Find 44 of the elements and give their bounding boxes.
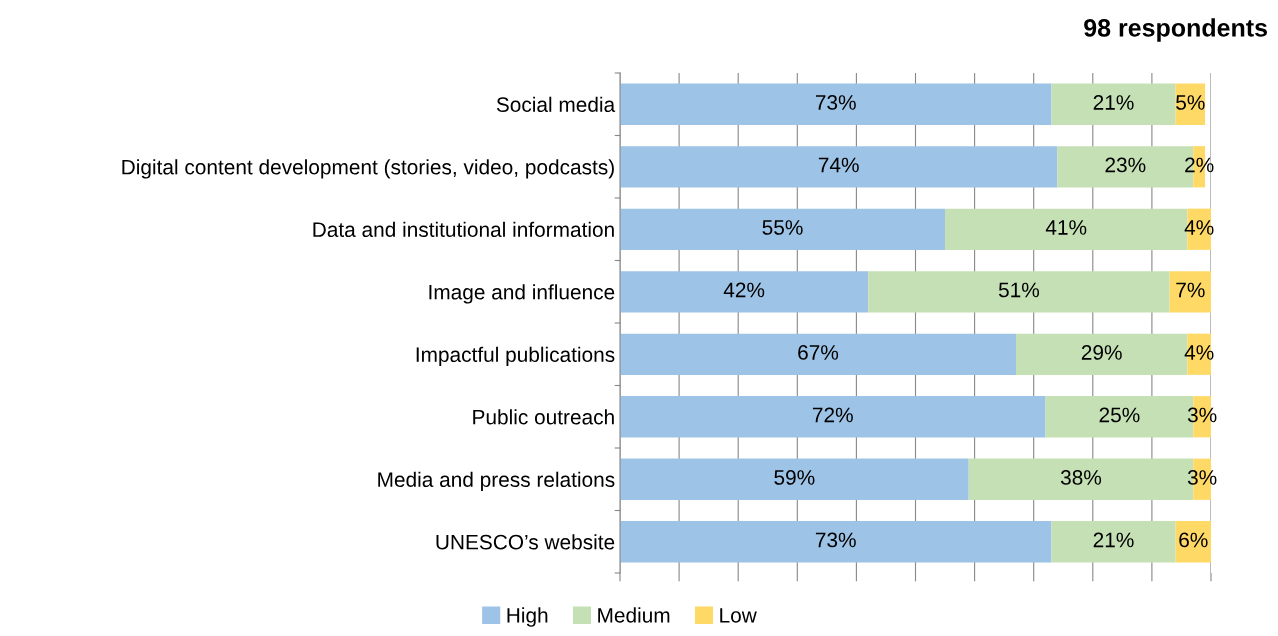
bar <box>1169 271 1211 313</box>
bar <box>1051 521 1176 563</box>
bar <box>620 521 1052 563</box>
data-label: 2% <box>1185 157 1214 173</box>
legend-label: Low <box>720 608 757 623</box>
data-label: 51% <box>998 282 1040 298</box>
data-label: 73% <box>815 532 856 548</box>
data-label: 59% <box>774 470 815 485</box>
bar <box>868 271 1170 313</box>
legend-label: Medium <box>598 607 670 623</box>
bar <box>620 271 869 313</box>
data-label: 21% <box>1093 95 1134 110</box>
bar <box>620 208 946 250</box>
bar <box>620 146 1058 188</box>
bar <box>620 333 1016 375</box>
data-label: 41% <box>1045 220 1087 235</box>
data-label: 55% <box>762 220 803 235</box>
data-label: 5% <box>1176 95 1205 110</box>
bar <box>620 83 1052 125</box>
data-label: 21% <box>1093 532 1134 548</box>
bar <box>1051 83 1176 125</box>
data-label: 23% <box>1105 157 1146 173</box>
y-tick-label: Social media <box>496 96 616 112</box>
y-tick-label: Media and press relations <box>378 471 615 492</box>
y-tick-label: UNESCO’s website <box>436 534 615 550</box>
chart-title: 98 respondents <box>1084 18 1267 42</box>
data-label: 38% <box>1060 470 1102 485</box>
legend-label: High <box>507 607 548 627</box>
y-tick-label: Digital content development (stories, video, podcasts) <box>122 159 614 179</box>
data-label: 74% <box>818 157 859 173</box>
data-label: 72% <box>812 407 853 423</box>
y-tick-label: Image and influence <box>429 284 615 304</box>
data-label: 7% <box>1176 282 1205 298</box>
data-label: 42% <box>723 282 765 298</box>
data-label: 73% <box>815 95 856 110</box>
bar <box>620 396 1046 438</box>
data-label: 29% <box>1081 345 1122 360</box>
y-tick-label: Public outreach <box>473 409 614 425</box>
y-tick-label: Impactful publications <box>416 346 615 367</box>
data-label: 67% <box>798 345 839 360</box>
data-label: 6% <box>1179 532 1208 548</box>
bar <box>620 458 969 500</box>
data-label: 25% <box>1099 407 1140 423</box>
y-tick-label: Data and institutional information <box>313 221 614 237</box>
